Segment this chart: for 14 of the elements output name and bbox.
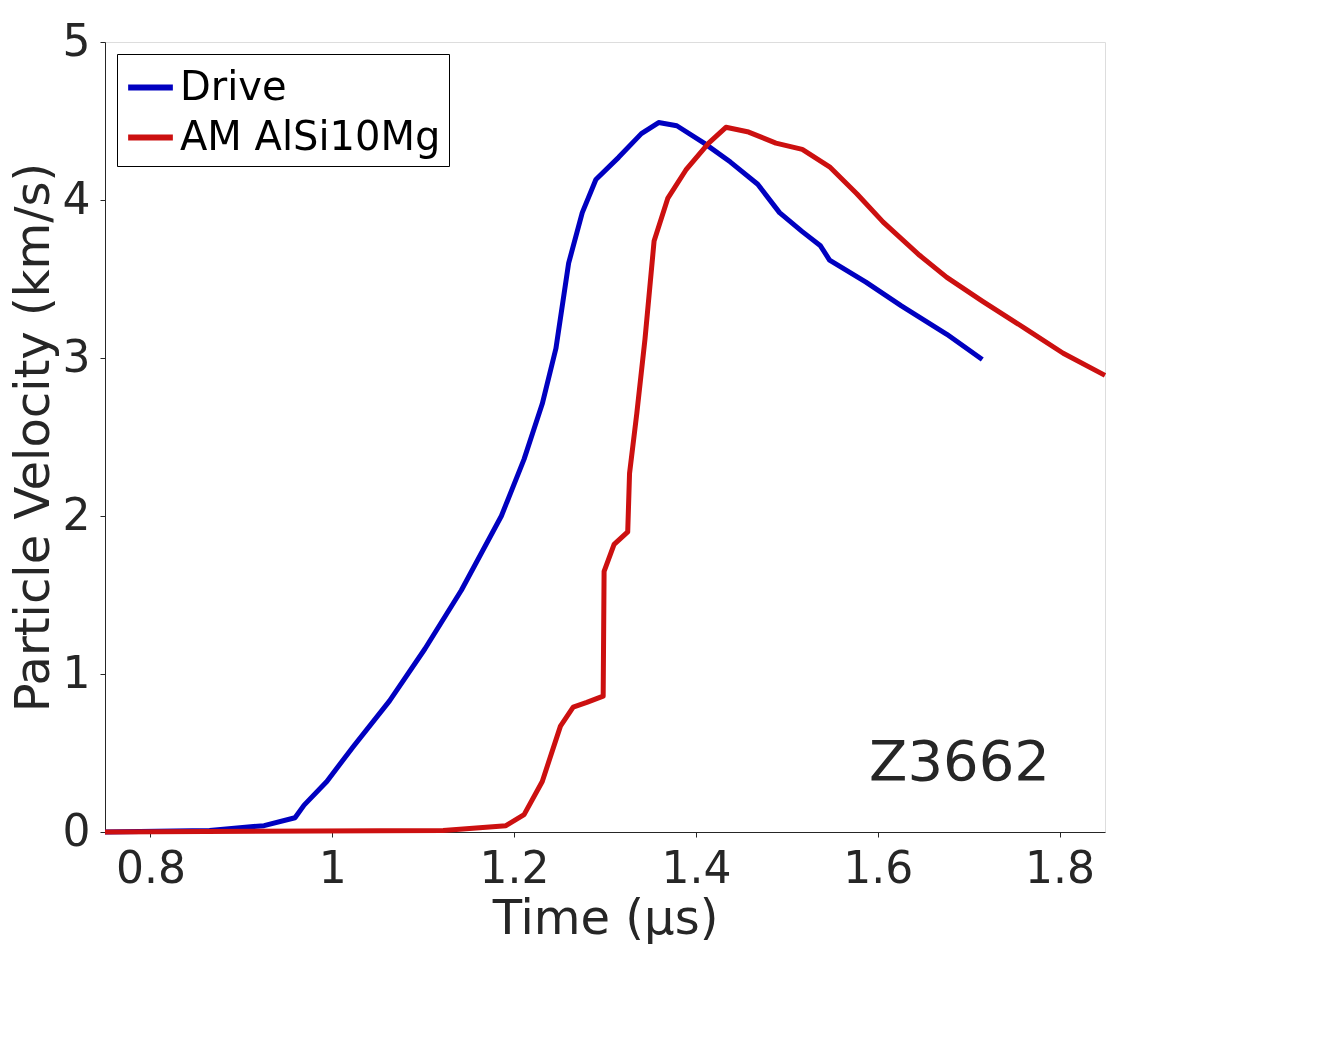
y-tick-label: 0 (62, 804, 91, 856)
y-tick-label: 2 (62, 488, 91, 540)
y-tick-label: 3 (62, 330, 91, 382)
legend-label: AM AlSi10Mg (180, 112, 441, 159)
x-tick-label: 0.8 (115, 841, 186, 893)
y-tick-label: 4 (62, 172, 91, 224)
x-tick-label: 1.8 (1025, 841, 1096, 893)
legend-label: Drive (180, 62, 287, 109)
y-tick-label: 1 (62, 646, 91, 698)
annotation: Z3662 (869, 728, 1050, 793)
y-tick-label: 5 (62, 14, 91, 66)
x-tick-label: 1.6 (843, 841, 914, 893)
y-axis-title: Particle Velocity (km/s) (3, 162, 60, 713)
x-tick-label: 1 (318, 841, 347, 893)
